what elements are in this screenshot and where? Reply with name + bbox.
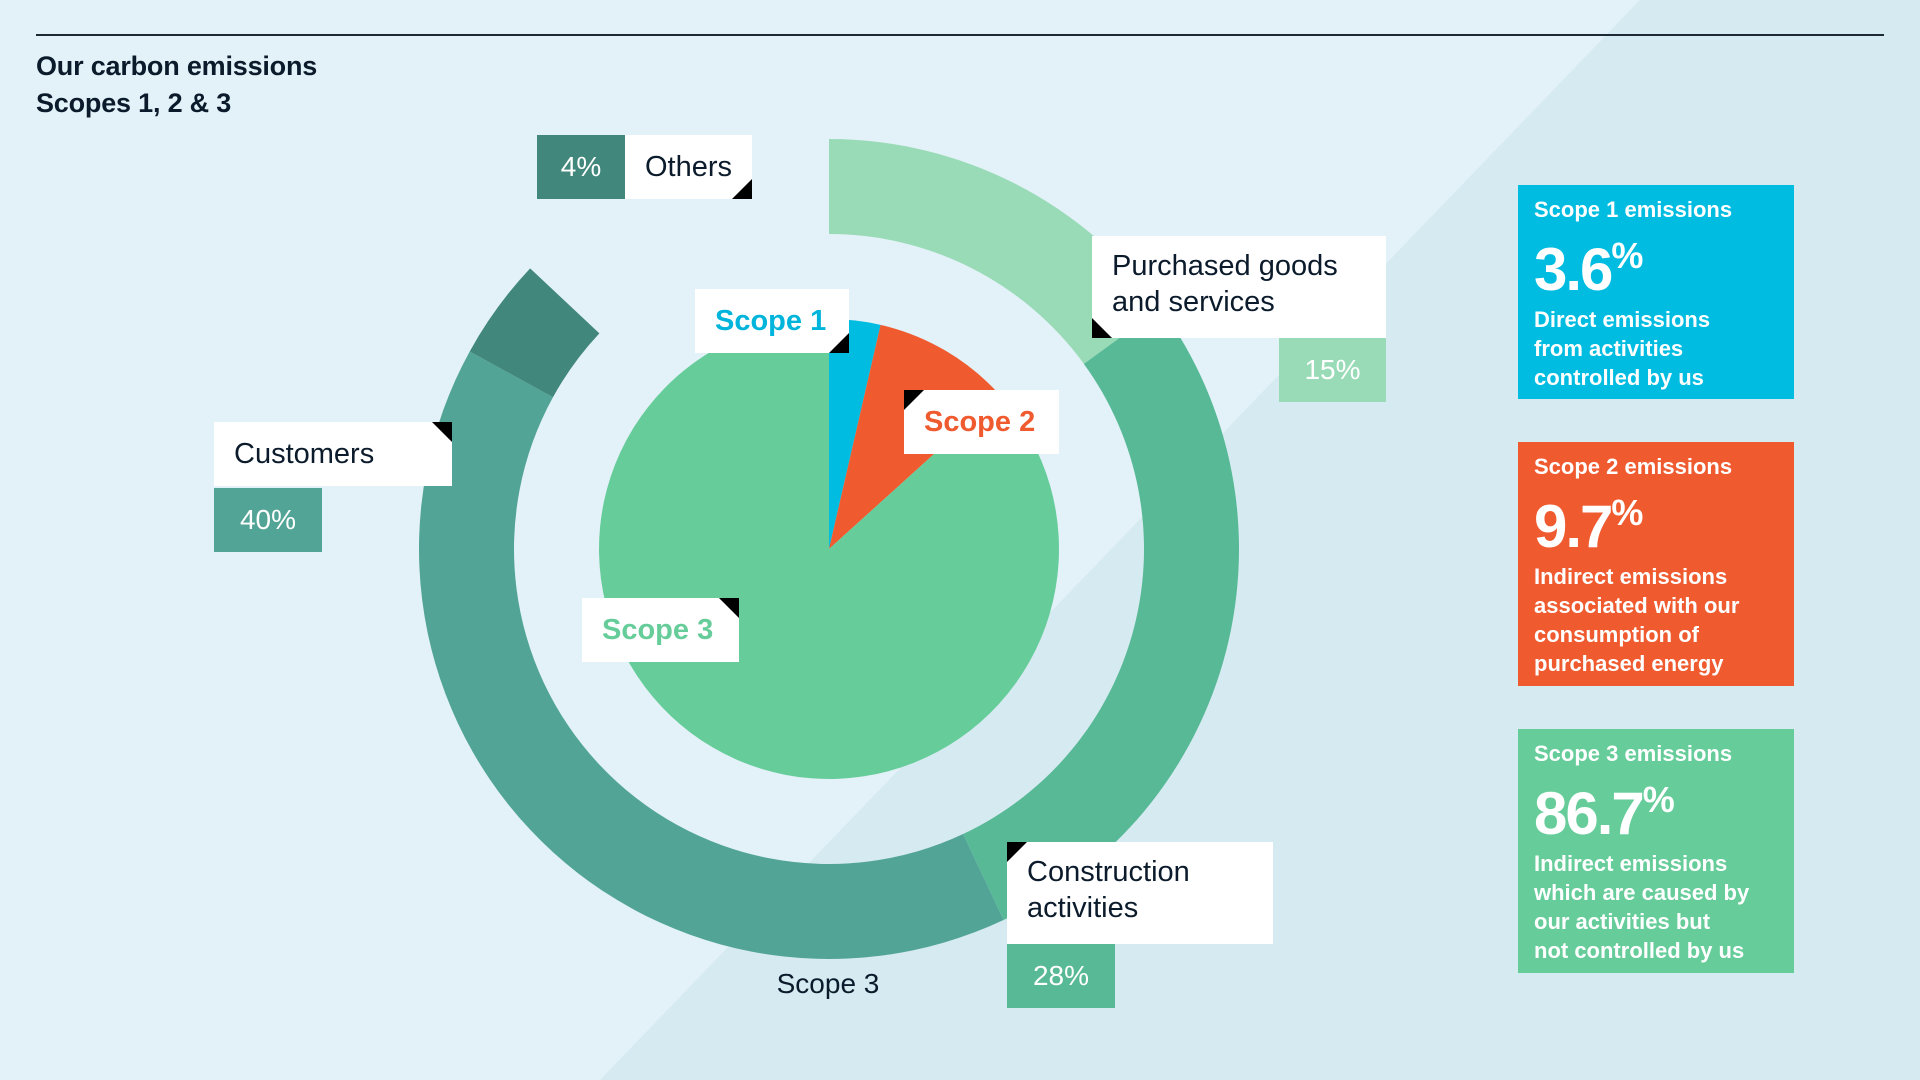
pct-purchased: 15%	[1279, 338, 1386, 402]
scope-1-value: 3.6%	[1534, 225, 1778, 301]
pie-slice-scope-1	[829, 319, 881, 549]
tag-corner-marker	[1007, 842, 1027, 862]
tag-corner-marker	[904, 390, 924, 410]
scope-2-unit: %	[1611, 492, 1644, 533]
donut-caption: Scope 3	[776, 968, 880, 999]
scope-2-desc-line: Indirect emissions	[1534, 564, 1728, 589]
pct-construction: 28%	[1007, 944, 1115, 1008]
scope-1-heading: Scope 1 emissions	[1534, 197, 1733, 222]
tag-corner-marker	[719, 598, 739, 618]
scope-1-desc-line: Direct emissions	[1534, 307, 1711, 332]
scope-1-unit: %	[1611, 235, 1644, 276]
tag-others: Others	[625, 135, 753, 199]
tag-purchased: Purchased goods and services	[1092, 236, 1386, 338]
title-line-2: Scopes 1, 2 & 3	[36, 88, 232, 118]
tag-corner-marker	[1092, 318, 1112, 338]
scope-2-desc-line: consumption of	[1534, 622, 1699, 647]
tag-corner-marker	[829, 333, 849, 353]
tag-scope-3: Scope 3	[582, 598, 739, 662]
scope-3-heading: Scope 3 emissions	[1534, 741, 1733, 766]
tag-construction: Construction activities	[1007, 842, 1273, 944]
tag-purchased-line-2: and services	[1112, 286, 1275, 318]
tag-construction-line-2: activities	[1027, 892, 1139, 924]
donut-segment-customers	[419, 351, 1004, 960]
scope-2-description: Indirect emissions associated with our c…	[1534, 562, 1778, 678]
scope-1-number: 3.6	[1534, 236, 1613, 303]
title-line-1: Our carbon emissions	[36, 51, 318, 81]
scope-3-desc-line: our activities but	[1534, 909, 1711, 934]
scope-3-value: 86.7%	[1534, 769, 1778, 845]
page-title: Our carbon emissions Scopes 1, 2 & 3	[36, 48, 317, 122]
scope-3-description: Indirect emissions which are caused by o…	[1534, 849, 1778, 965]
tag-corner-marker	[732, 179, 753, 199]
tag-scope-3-label: Scope 3	[602, 614, 714, 646]
scope-3-unit: %	[1642, 779, 1675, 820]
scope-2-value: 9.7%	[1534, 482, 1778, 558]
scope-3-summary: Scope 3 emissions 86.7% Indirect emissio…	[1518, 729, 1794, 973]
scope-1-description: Direct emissions from activities control…	[1534, 305, 1778, 392]
pct-customers: 40%	[214, 488, 322, 552]
tag-scope-1-label: Scope 1	[715, 305, 827, 337]
tag-customers-label: Customers	[234, 438, 375, 470]
donut-segment-others	[469, 268, 600, 398]
pct-others: 4%	[537, 135, 625, 199]
top-rule	[36, 34, 1884, 36]
tag-construction-line-1: Construction	[1027, 856, 1190, 888]
pie-slice-scope-3	[598, 319, 1059, 779]
scope-1-summary: Scope 1 emissions 3.6% Direct emissions …	[1518, 185, 1794, 399]
tag-scope-1: Scope 1	[695, 289, 849, 353]
tag-customers: Customers	[214, 422, 452, 486]
tag-corner-marker	[432, 422, 452, 442]
scope-3-desc-line: Indirect emissions	[1534, 851, 1728, 876]
scope-2-heading: Scope 2 emissions	[1534, 454, 1733, 479]
tag-others-label: Others	[645, 151, 733, 183]
scope-3-desc-line: not controlled by us	[1534, 938, 1745, 963]
scope-3-number: 86.7	[1534, 780, 1645, 847]
donut-segment-construction-activities	[963, 308, 1239, 920]
tag-purchased-line-1: Purchased goods	[1112, 250, 1338, 282]
scope-1-desc-line: controlled by us	[1534, 365, 1704, 390]
scope-2-desc-line: associated with our	[1534, 593, 1740, 618]
tag-scope-2: Scope 2	[904, 390, 1059, 454]
scope-2-desc-line: purchased energy	[1534, 651, 1724, 676]
scope-3-desc-line: which are caused by	[1534, 880, 1750, 905]
scope-2-summary: Scope 2 emissions 9.7% Indirect emission…	[1518, 442, 1794, 686]
scope-2-number: 9.7	[1534, 493, 1613, 560]
scope-1-desc-line: from activities	[1534, 336, 1684, 361]
tag-scope-2-label: Scope 2	[924, 406, 1036, 438]
donut-segment-purchased-goods-and-services	[829, 139, 1161, 364]
